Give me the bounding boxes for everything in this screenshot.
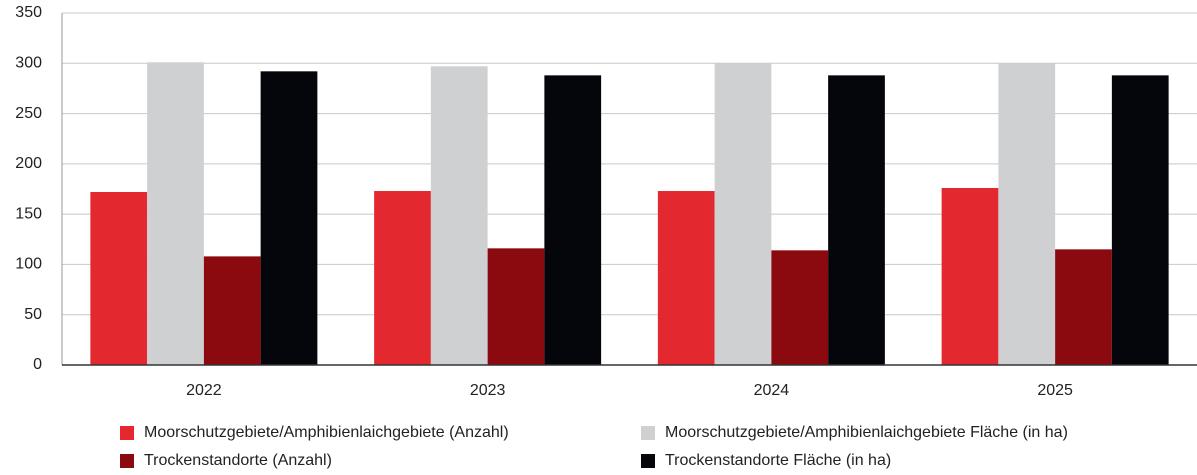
bar — [1111, 75, 1169, 366]
legend-label: Moorschutzgebiete/Amphibienlaichgebiete … — [665, 424, 1068, 441]
bar — [657, 191, 715, 365]
legend-swatch — [120, 426, 134, 440]
bar — [374, 191, 431, 365]
x-tick-label: 2022 — [186, 382, 222, 399]
bar — [487, 248, 545, 365]
bar — [203, 256, 261, 365]
legend-label: Trockenstandorte (Anzahl) — [144, 452, 332, 469]
bar — [90, 192, 148, 365]
bar — [544, 75, 602, 366]
x-tick-label: 2025 — [1037, 382, 1073, 399]
y-tick-label: 200 — [15, 155, 42, 172]
bar — [941, 187, 999, 365]
legend-label: Trockenstandorte Fläche (in ha) — [665, 452, 891, 469]
y-tick-label: 300 — [15, 55, 42, 72]
y-tick-label: 50 — [24, 306, 42, 323]
y-tick-label: 350 — [15, 4, 42, 21]
y-tick-label: 100 — [15, 256, 42, 273]
bar — [147, 62, 204, 365]
bar — [771, 250, 829, 365]
bar — [998, 63, 1056, 366]
bar — [828, 75, 885, 366]
y-tick-label: 150 — [15, 205, 42, 222]
x-tick-label: 2023 — [470, 382, 506, 399]
bar — [430, 66, 488, 365]
x-tick-label: 2024 — [754, 382, 790, 399]
bar — [1055, 249, 1112, 365]
bar — [714, 63, 772, 366]
y-tick-label: 0 — [33, 356, 42, 373]
bar — [260, 71, 318, 366]
y-tick-label: 250 — [15, 105, 42, 122]
legend-swatch — [641, 426, 655, 440]
legend-swatch — [641, 454, 655, 468]
legend-label: Moorschutzgebiete/Amphibienlaichgebiete … — [144, 424, 509, 441]
legend-swatch — [120, 454, 134, 468]
